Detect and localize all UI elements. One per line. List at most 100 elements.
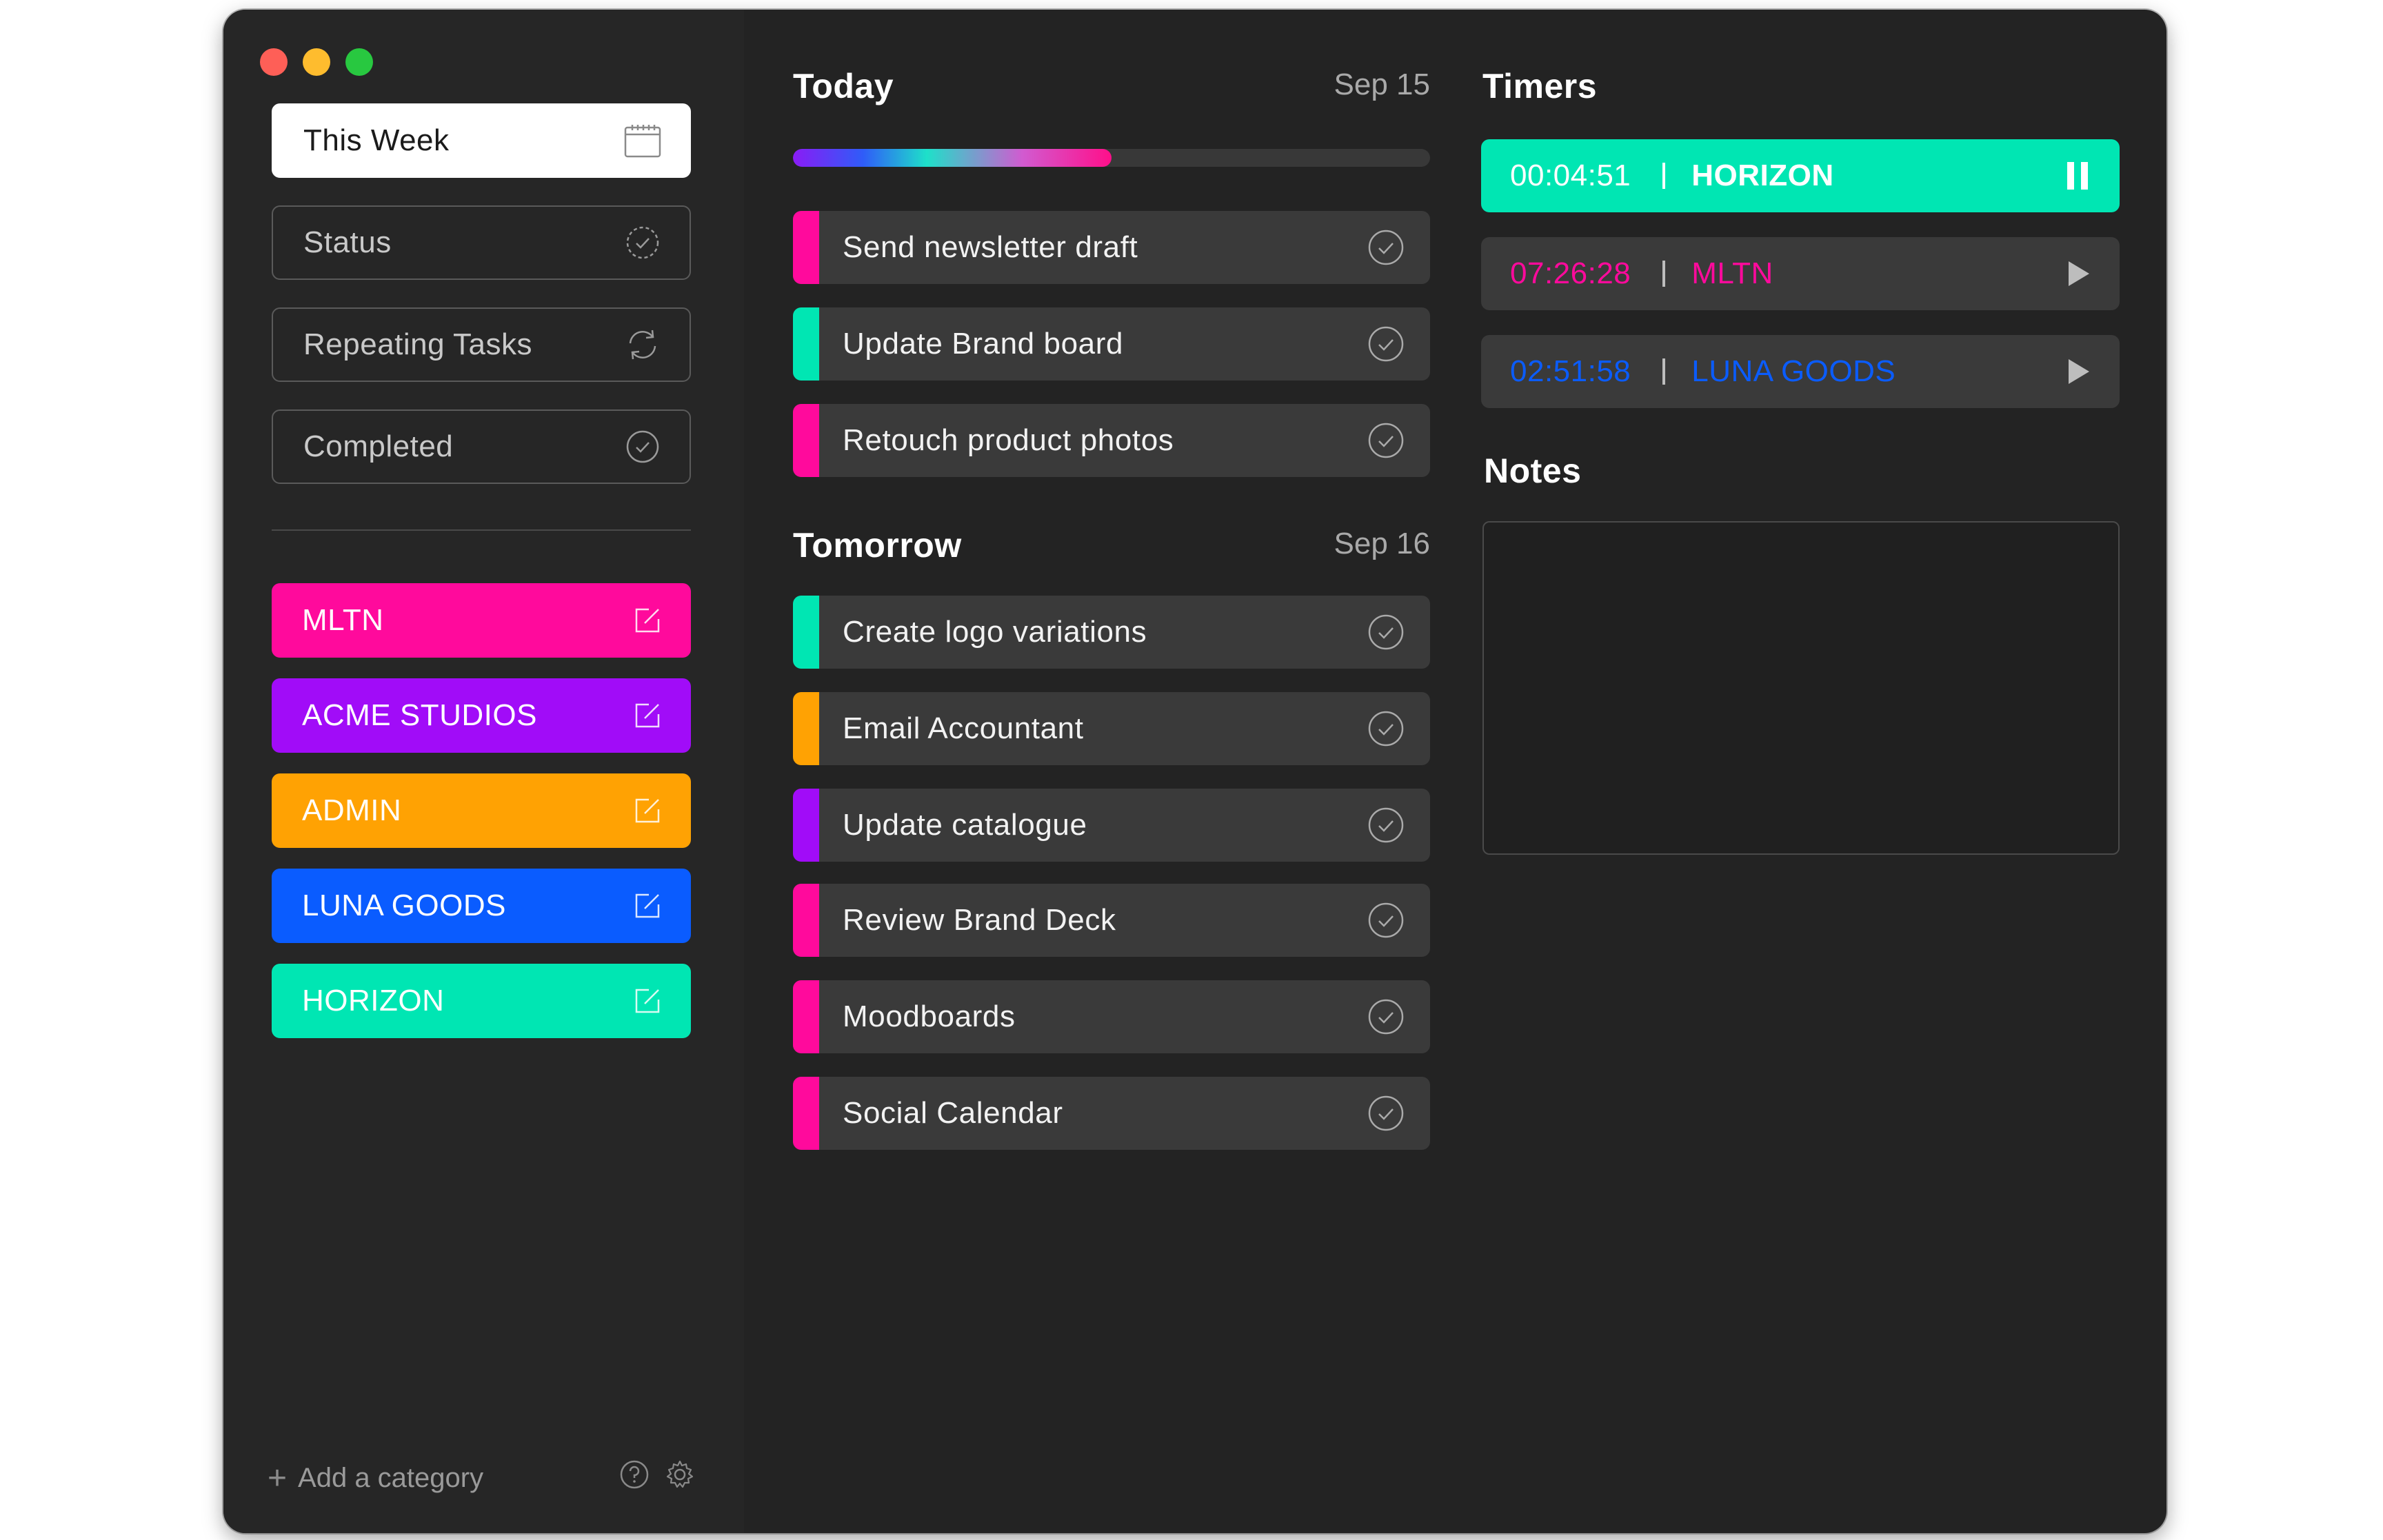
complete-check-icon[interactable] xyxy=(1367,709,1405,748)
today-progress-bar xyxy=(793,149,1430,167)
edit-icon[interactable] xyxy=(630,889,665,923)
timer-separator xyxy=(1662,163,1666,189)
help-icon[interactable] xyxy=(619,1459,650,1497)
check-circle-icon xyxy=(623,427,662,466)
task-color-bar xyxy=(793,211,819,284)
play-icon[interactable] xyxy=(2064,259,2092,289)
status-circle-icon xyxy=(623,223,662,262)
task-label: Social Calendar xyxy=(843,1096,1063,1130)
close-window-button[interactable] xyxy=(260,48,288,76)
filter-label: Repeating Tasks xyxy=(303,327,532,361)
task-color-bar xyxy=(793,692,819,765)
task-label: Update Brand board xyxy=(843,327,1124,361)
complete-check-icon[interactable] xyxy=(1367,901,1405,940)
task-item[interactable]: Moodboards xyxy=(793,980,1430,1053)
category-luna-goods[interactable]: LUNA GOODS xyxy=(272,869,691,943)
timer-category: LUNA GOODS xyxy=(1691,354,1896,388)
task-label: Send newsletter draft xyxy=(843,230,1138,264)
timer-separator xyxy=(1662,261,1666,287)
task-label: Review Brand Deck xyxy=(843,903,1116,937)
complete-check-icon[interactable] xyxy=(1367,1094,1405,1133)
notes-heading: Notes xyxy=(1484,452,1582,490)
timer-row-luna-goods[interactable]: 02:51:58 LUNA GOODS xyxy=(1481,335,2120,408)
task-item[interactable]: Email Accountant xyxy=(793,692,1430,765)
window-controls xyxy=(260,48,373,76)
timer-time: 02:51:58 xyxy=(1510,354,1631,388)
filter-status[interactable]: Status xyxy=(272,205,691,280)
notes-textarea[interactable] xyxy=(1482,521,2120,855)
timer-time: 00:04:51 xyxy=(1510,159,1631,192)
task-item[interactable]: Review Brand Deck xyxy=(793,884,1430,957)
task-label: Update catalogue xyxy=(843,808,1087,842)
filter-label: Completed xyxy=(303,429,454,463)
timer-category: MLTN xyxy=(1691,256,1773,290)
minimize-window-button[interactable] xyxy=(303,48,330,76)
tomorrow-heading: Tomorrow xyxy=(793,526,962,565)
timer-row-mltn[interactable]: 07:26:28 MLTN xyxy=(1481,237,2120,310)
task-color-bar xyxy=(793,884,819,957)
task-item[interactable]: Social Calendar xyxy=(793,1077,1430,1150)
category-label: ACME STUDIOS xyxy=(302,698,537,732)
task-color-bar xyxy=(793,596,819,669)
sidebar-footer: + Add a category xyxy=(268,1457,695,1499)
complete-check-icon[interactable] xyxy=(1367,325,1405,363)
category-label: HORIZON xyxy=(302,984,445,1017)
complete-check-icon[interactable] xyxy=(1367,997,1405,1036)
complete-check-icon[interactable] xyxy=(1367,613,1405,651)
app-window: This Week Status Repeating Tasks Complet… xyxy=(223,10,2166,1533)
task-item[interactable]: Update catalogue xyxy=(793,789,1430,862)
task-item[interactable]: Send newsletter draft xyxy=(793,211,1430,284)
pause-icon[interactable] xyxy=(2064,161,2092,191)
category-admin[interactable]: ADMIN xyxy=(272,773,691,848)
task-label: Create logo variations xyxy=(843,615,1147,649)
plus-icon: + xyxy=(268,1459,288,1497)
edit-icon[interactable] xyxy=(630,984,665,1018)
timer-category: HORIZON xyxy=(1691,159,1834,192)
add-category-label: Add a category xyxy=(298,1462,484,1493)
category-label: ADMIN xyxy=(302,793,402,827)
task-label: Moodboards xyxy=(843,1000,1016,1033)
category-label: LUNA GOODS xyxy=(302,889,506,922)
today-date: Sep 15 xyxy=(1334,68,1430,101)
task-item[interactable]: Update Brand board xyxy=(793,307,1430,381)
category-mltn[interactable]: MLTN xyxy=(272,583,691,658)
category-horizon[interactable]: HORIZON xyxy=(272,964,691,1038)
repeat-icon xyxy=(623,325,662,364)
edit-icon[interactable] xyxy=(630,698,665,733)
sidebar-divider xyxy=(272,529,691,531)
add-category-button[interactable]: + Add a category xyxy=(268,1459,483,1497)
timer-separator xyxy=(1662,358,1666,385)
timer-time: 07:26:28 xyxy=(1510,256,1631,290)
filter-label: Status xyxy=(303,225,392,259)
task-color-bar xyxy=(793,404,819,477)
task-item[interactable]: Create logo variations xyxy=(793,596,1430,669)
filter-this-week[interactable]: This Week xyxy=(272,103,691,178)
task-color-bar xyxy=(793,1077,819,1150)
complete-check-icon[interactable] xyxy=(1367,228,1405,267)
task-label: Retouch product photos xyxy=(843,423,1174,457)
calendar-icon xyxy=(623,121,662,160)
timer-row-horizon[interactable]: 00:04:51 HORIZON xyxy=(1481,139,2120,212)
filter-label: This Week xyxy=(303,123,450,157)
zoom-window-button[interactable] xyxy=(345,48,373,76)
complete-check-icon[interactable] xyxy=(1367,806,1405,844)
task-color-bar xyxy=(793,980,819,1053)
today-heading: Today xyxy=(793,67,894,105)
task-item[interactable]: Retouch product photos xyxy=(793,404,1430,477)
category-acme-studios[interactable]: ACME STUDIOS xyxy=(272,678,691,753)
play-icon[interactable] xyxy=(2064,356,2092,387)
sidebar: This Week Status Repeating Tasks Complet… xyxy=(223,10,744,1533)
category-label: MLTN xyxy=(302,603,384,637)
settings-gear-icon[interactable] xyxy=(665,1459,695,1497)
filter-repeating-tasks[interactable]: Repeating Tasks xyxy=(272,307,691,382)
task-label: Email Accountant xyxy=(843,711,1084,745)
complete-check-icon[interactable] xyxy=(1367,421,1405,460)
tomorrow-date: Sep 16 xyxy=(1334,527,1430,560)
task-color-bar xyxy=(793,789,819,862)
timers-heading: Timers xyxy=(1482,67,1598,105)
edit-icon[interactable] xyxy=(630,603,665,638)
today-progress-fill xyxy=(793,149,1112,167)
task-color-bar xyxy=(793,307,819,381)
edit-icon[interactable] xyxy=(630,793,665,828)
filter-completed[interactable]: Completed xyxy=(272,409,691,484)
